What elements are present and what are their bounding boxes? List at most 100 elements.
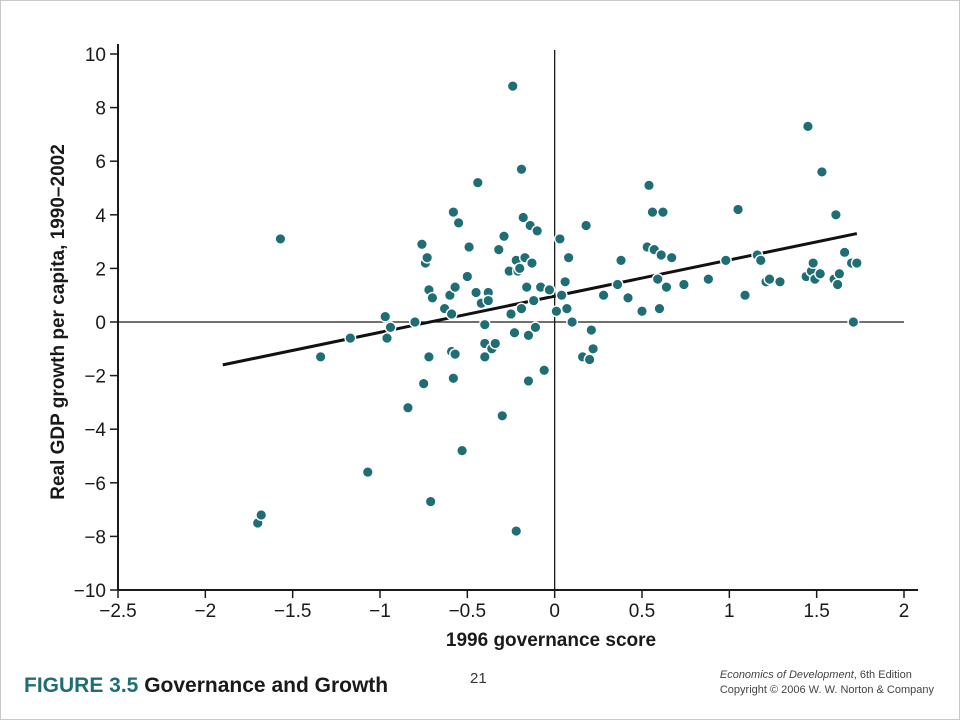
trend-line-group xyxy=(222,232,858,367)
scatter-point xyxy=(580,219,593,232)
scatter-point xyxy=(597,289,610,302)
y-tick-label: 0 xyxy=(95,313,106,334)
scatter-point xyxy=(456,444,469,457)
scatter-point xyxy=(380,332,393,345)
slide-number: 21 xyxy=(470,670,487,687)
x-tick-label: −2 xyxy=(194,601,216,622)
scatter-point xyxy=(384,321,397,334)
scatter-point xyxy=(807,257,820,270)
scatter-point xyxy=(525,257,538,270)
scatter-point xyxy=(642,179,655,192)
credit-edition: , 6th Edition xyxy=(853,669,912,681)
scatter-point xyxy=(847,316,860,329)
scatter-point xyxy=(478,318,491,331)
scatter-point xyxy=(274,232,287,245)
scatter-point xyxy=(646,206,659,219)
scatter-point xyxy=(505,307,518,320)
y-tick-label: 4 xyxy=(95,206,106,227)
scatter-point xyxy=(702,273,715,286)
scatter-point xyxy=(422,350,435,363)
figure-title: Governance and Growth xyxy=(144,674,389,697)
scatter-point xyxy=(470,286,483,299)
scatter-point xyxy=(417,377,430,390)
scatter-point xyxy=(831,278,844,291)
scatter-point xyxy=(562,251,575,264)
scatter-point xyxy=(361,466,374,479)
scatter-point xyxy=(550,305,563,318)
scatter-point xyxy=(452,216,465,229)
scatter-point xyxy=(527,294,540,307)
scatter-point xyxy=(615,254,628,267)
x-tick-label: 1.5 xyxy=(803,601,829,622)
scatter-point xyxy=(636,305,649,318)
scatter-point xyxy=(492,243,505,256)
x-tick-label: −1.5 xyxy=(274,601,312,622)
x-tick-label: 2 xyxy=(899,601,910,622)
scatter-point xyxy=(515,163,528,176)
scatter-point xyxy=(833,267,846,280)
scatter-point xyxy=(763,273,776,286)
scatter-point xyxy=(559,275,572,288)
scatter-point xyxy=(510,525,523,538)
scatter-point xyxy=(482,294,495,307)
scatter-point xyxy=(522,329,535,342)
scatter-point xyxy=(531,224,544,237)
scatter-point xyxy=(814,267,827,280)
scatter-point xyxy=(478,350,491,363)
scatter-point xyxy=(815,165,828,178)
credit-book-title: Economics of Development xyxy=(719,669,854,681)
scatter-point xyxy=(739,289,752,302)
scatter-point xyxy=(498,230,511,243)
scatter-point xyxy=(538,364,551,377)
y-tick-label: 10 xyxy=(85,45,106,66)
scatter-point xyxy=(553,232,566,245)
figure-number: FIGURE 3.5 xyxy=(24,674,139,697)
scatter-point xyxy=(424,495,437,508)
scatter-point xyxy=(651,273,664,286)
tick-labels: −2.5 −2 −1.5 −1 −0.5 0 0.5 1 1.5 2 10 8 6 4 2 0 −2 −4 −6 −8… xyxy=(74,45,910,622)
scatter-point xyxy=(622,291,635,304)
scatter-point xyxy=(566,316,579,329)
scatter-point xyxy=(555,289,568,302)
scatter-point xyxy=(587,342,600,355)
y-tick-label: −2 xyxy=(84,367,106,388)
scatter-point xyxy=(520,281,533,294)
scatter-point xyxy=(773,275,786,288)
scatter-point xyxy=(415,238,428,251)
y-tick-label: −8 xyxy=(84,527,106,548)
y-tick-label: 2 xyxy=(95,259,106,280)
scatter-point xyxy=(421,251,434,264)
scatter-point xyxy=(449,281,462,294)
scatter-point xyxy=(489,337,502,350)
x-tick-label: −1 xyxy=(369,601,391,622)
scatter-point xyxy=(611,278,624,291)
scatter-point xyxy=(677,278,690,291)
scatter-point xyxy=(447,206,460,219)
scatter-point xyxy=(517,211,530,224)
scatter-point xyxy=(447,372,460,385)
scatter-point xyxy=(471,176,484,189)
scatter-point xyxy=(445,307,458,320)
scatter-point xyxy=(344,332,357,345)
scatter-point xyxy=(719,254,732,267)
scatter-point xyxy=(314,350,327,363)
scatter-point xyxy=(379,310,392,323)
scatter-point xyxy=(408,316,421,329)
scatter-point xyxy=(508,326,521,339)
x-tick-label: 1 xyxy=(724,601,735,622)
scatter-point xyxy=(583,353,596,366)
scatter-point xyxy=(255,508,268,521)
data-points xyxy=(251,80,863,538)
scatter-point xyxy=(665,251,678,264)
scatter-point xyxy=(522,374,535,387)
scatter-point xyxy=(801,120,814,133)
x-tick-label: −2.5 xyxy=(99,601,137,622)
y-tick-label: 6 xyxy=(95,152,106,173)
scatter-point xyxy=(850,257,863,270)
scatter-point xyxy=(449,348,462,361)
copyright-credit: Economics of Development, 6th Edition Co… xyxy=(720,668,934,698)
figure-caption: FIGURE 3.5 Governance and Growth xyxy=(24,674,388,698)
scatter-point xyxy=(401,401,414,414)
trend-line xyxy=(222,232,858,367)
